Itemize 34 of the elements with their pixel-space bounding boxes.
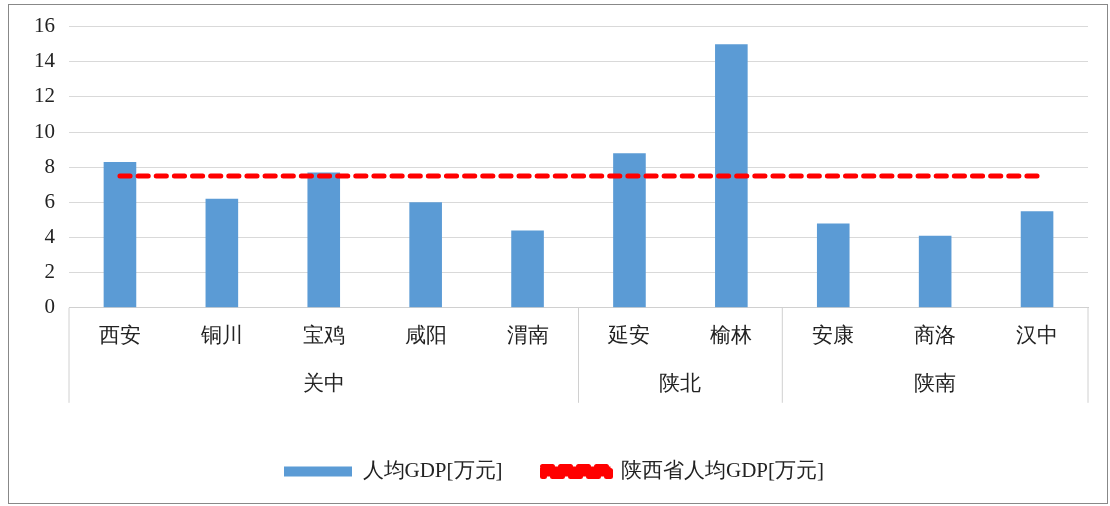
bar — [715, 44, 748, 308]
x-tick-label: 商洛 — [914, 322, 957, 347]
text: 关中 — [302, 371, 345, 396]
x-tick-label: 安康 — [812, 322, 855, 347]
x-tick-label: 渭南 — [506, 322, 549, 347]
x-tick-label: 汉中 — [1016, 322, 1059, 347]
y-tick-label: 8 — [44, 153, 55, 178]
bar — [511, 230, 544, 308]
y-tick-label: 0 — [44, 294, 55, 319]
y-tick-label: 6 — [44, 188, 55, 213]
bar — [307, 172, 341, 308]
x-tick-label: 咸阳 — [404, 322, 447, 347]
x-tick-label: 榆林 — [710, 322, 753, 347]
y-tick-label: 4 — [44, 224, 56, 249]
bar — [1020, 211, 1054, 308]
bar — [103, 161, 137, 308]
y-tick-label: 14 — [34, 48, 56, 73]
bar — [613, 153, 646, 308]
x-tick-label: 西安 — [98, 322, 141, 347]
y-tick-label: 10 — [34, 118, 55, 143]
text: 陕南 — [914, 371, 957, 396]
y-tick-label: 12 — [34, 83, 55, 108]
legend-label: 陕西省人均GDP[万元] — [621, 458, 824, 483]
y-tick-label: 2 — [44, 259, 55, 284]
x-tick-label: 宝鸡 — [302, 322, 345, 347]
legend-label: 人均GDP[万元] — [362, 458, 503, 483]
bar — [918, 235, 952, 308]
x-tick-label: 铜川 — [199, 322, 243, 347]
bar — [205, 198, 239, 308]
bar — [816, 223, 850, 308]
y-tick-label: 16 — [34, 13, 55, 38]
x-tick-label: 延安 — [607, 322, 651, 347]
bar — [409, 202, 442, 308]
text: 陕北 — [659, 371, 702, 396]
